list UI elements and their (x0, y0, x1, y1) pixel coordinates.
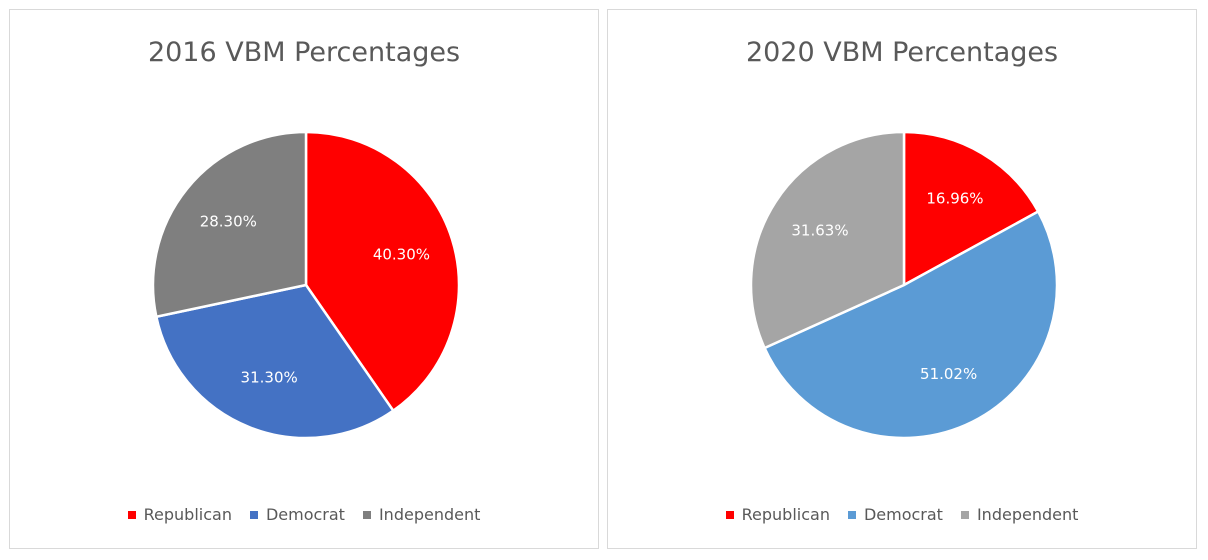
data-label: 16.96% (926, 189, 983, 207)
chart-title: 2016 VBM Percentages (147, 37, 461, 68)
legend-swatch (249, 510, 258, 519)
legend-label: Republican (741, 505, 830, 524)
pie-slice-independent (151, 130, 308, 319)
legend-item-democrat: Democrat (249, 505, 345, 524)
legend-label: Republican (143, 505, 232, 524)
legend-label: Democrat (265, 505, 345, 524)
chart-panel-2016: 2016 VBM Percentages 40.30% 31.30% 28.30% … (9, 9, 599, 549)
chart-panel-2020: 2020 VBM Percentages 16.96% 51.02% 31.63% … (607, 9, 1197, 549)
legend-swatch (960, 510, 969, 519)
legend-swatch (127, 510, 136, 519)
data-label: 51.02% (920, 365, 977, 383)
data-label: 31.63% (791, 221, 848, 239)
pie-slice-independent (749, 130, 906, 350)
data-label: 40.30% (373, 246, 430, 264)
legend: Republican Democrat Independent (608, 505, 1196, 524)
data-label: 28.30% (200, 213, 257, 231)
legend-label: Independent (378, 505, 481, 524)
data-label: 31.30% (241, 368, 298, 386)
legend-item-democrat: Democrat (847, 505, 943, 524)
pie-slice-republican (304, 130, 461, 412)
pie-slice-republican (902, 130, 1040, 287)
pie-slice-democrat (155, 283, 395, 440)
pie-slice-democrat (763, 210, 1059, 440)
legend-item-republican: Republican (725, 505, 830, 524)
pie-chart: 16.96% 51.02% 31.63% (749, 130, 1059, 440)
legend-label: Independent (976, 505, 1079, 524)
legend-item-republican: Republican (127, 505, 232, 524)
pie-chart: 40.30% 31.30% 28.30% (151, 130, 461, 440)
legend-swatch (847, 510, 856, 519)
legend-item-independent: Independent (960, 505, 1079, 524)
legend-swatch (725, 510, 734, 519)
legend-item-independent: Independent (362, 505, 481, 524)
legend-swatch (362, 510, 371, 519)
legend-label: Democrat (863, 505, 943, 524)
legend: Republican Democrat Independent (10, 505, 598, 524)
chart-title: 2020 VBM Percentages (745, 37, 1059, 68)
